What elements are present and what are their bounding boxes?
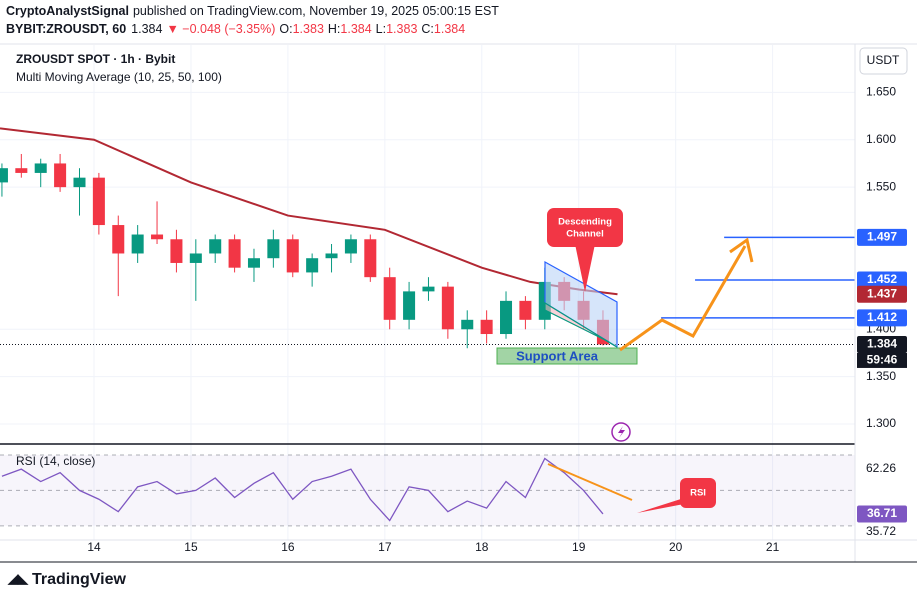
candle-body bbox=[500, 300, 513, 335]
o-value: 1.383 bbox=[293, 22, 324, 36]
candle-body bbox=[441, 286, 454, 330]
published: published on TradingView.com, November 1… bbox=[133, 4, 499, 18]
logo-mark: ◢◣ bbox=[7, 571, 29, 586]
candle-body bbox=[112, 225, 125, 254]
candle-body bbox=[422, 286, 435, 292]
chart-title: ZROUSDT SPOT · 1h · Bybit bbox=[16, 52, 175, 66]
candle-body bbox=[344, 239, 357, 254]
price-tag-label: 1.437 bbox=[867, 286, 897, 300]
currency[interactable]: USDT bbox=[867, 53, 900, 67]
c-value: 1.384 bbox=[434, 22, 465, 36]
c-label: C: bbox=[421, 22, 434, 36]
price-tag bbox=[857, 285, 907, 303]
candle-body bbox=[15, 168, 28, 173]
price-tag-label: 1.497 bbox=[867, 230, 897, 244]
symbol-line: BYBIT:ZROUSDT, 60 1.384 ▼ −0.048 (−3.35%) O… bbox=[6, 22, 465, 36]
candle-body bbox=[325, 253, 338, 259]
o-label: O: bbox=[279, 22, 292, 36]
x-tick-label: 20 bbox=[669, 540, 683, 554]
x-tick-label: 14 bbox=[87, 540, 101, 554]
callout-label: RSI bbox=[690, 488, 706, 499]
y-tick-label: 1.550 bbox=[866, 179, 896, 193]
arrow-head bbox=[729, 237, 754, 263]
y-tick-label: 1.350 bbox=[866, 369, 896, 383]
h-value: 1.384 bbox=[340, 22, 371, 36]
currency-button[interactable] bbox=[859, 47, 908, 75]
callout-pointer bbox=[575, 244, 595, 292]
symbol: BYBIT:ZROUSDT, 60 bbox=[6, 22, 126, 36]
candle-body bbox=[461, 319, 474, 330]
rsi-tag-label: 36.71 bbox=[867, 506, 897, 520]
channel-lower bbox=[544, 301, 618, 348]
publish-line: CryptoAnalystSignal published on TradingV… bbox=[6, 4, 499, 18]
price-tag-label: 1.412 bbox=[867, 310, 897, 324]
candle-body bbox=[189, 253, 202, 263]
rsi-label: 62.26 bbox=[866, 461, 896, 475]
y-tick-label: 1.300 bbox=[866, 416, 896, 430]
candle-body bbox=[286, 239, 299, 273]
candle-body bbox=[151, 234, 164, 240]
price-tag-label: 1.452 bbox=[867, 272, 897, 286]
event-glyph bbox=[618, 426, 625, 438]
rsi-tag bbox=[857, 505, 907, 523]
projection-arrow bbox=[619, 245, 747, 352]
callout-pointer bbox=[637, 498, 684, 513]
rsi-line bbox=[1, 457, 604, 522]
candle-body bbox=[73, 177, 86, 188]
h-label: H: bbox=[328, 22, 341, 36]
candle-body bbox=[364, 239, 377, 278]
y-tick-label: 1.600 bbox=[866, 132, 896, 146]
candle-body bbox=[209, 239, 222, 254]
callout bbox=[680, 478, 716, 508]
author: CryptoAnalystSignal bbox=[6, 4, 129, 18]
support-zone bbox=[496, 347, 638, 365]
l-label: L: bbox=[376, 22, 386, 36]
candle-body bbox=[267, 239, 280, 259]
rsi-title: RSI (14, close) bbox=[16, 454, 95, 468]
callout-line: Channel bbox=[566, 229, 603, 240]
support-label: Support Area bbox=[516, 348, 599, 363]
candle-body bbox=[0, 168, 8, 183]
footer-logo: ◢◣ TradingView bbox=[7, 571, 127, 588]
price-tag bbox=[857, 335, 907, 353]
price-tag-label: 1.384 bbox=[867, 337, 897, 351]
candle-body bbox=[480, 319, 493, 335]
countdown-box bbox=[857, 352, 907, 368]
candle-body bbox=[247, 258, 260, 268]
x-tick-label: 18 bbox=[475, 540, 489, 554]
x-tick-label: 16 bbox=[281, 540, 295, 554]
candle-body bbox=[170, 239, 183, 263]
l-value: 1.383 bbox=[386, 22, 417, 36]
change: ▼ −0.048 (−3.35%) bbox=[166, 22, 275, 36]
countdown: 59:46 bbox=[867, 353, 898, 367]
x-tick-label: 19 bbox=[572, 540, 586, 554]
price-tag bbox=[857, 309, 907, 327]
price-tag bbox=[857, 271, 907, 289]
candle-body bbox=[306, 258, 319, 273]
last: 1.384 bbox=[131, 22, 162, 36]
callout-line: Descending bbox=[558, 217, 612, 228]
candle-body bbox=[131, 234, 144, 254]
price-tag bbox=[857, 228, 907, 246]
x-tick-label: 21 bbox=[766, 540, 780, 554]
rsi-label: 35.72 bbox=[866, 524, 896, 538]
candle-body bbox=[34, 163, 47, 173]
candle-body bbox=[92, 177, 105, 226]
y-tick-label: 1.650 bbox=[866, 85, 896, 99]
rsi-divergence bbox=[547, 463, 633, 501]
callout bbox=[547, 208, 623, 247]
indicator-title: Multi Moving Average (10, 25, 50, 100) bbox=[16, 70, 222, 84]
candle-body bbox=[519, 300, 532, 320]
footer-text: TradingView bbox=[32, 571, 127, 588]
candle-body bbox=[54, 163, 67, 188]
candle-body bbox=[383, 277, 396, 320]
candle-body bbox=[403, 291, 416, 320]
x-tick-label: 17 bbox=[378, 540, 392, 554]
x-tick-label: 15 bbox=[184, 540, 198, 554]
candle-body bbox=[228, 239, 241, 268]
